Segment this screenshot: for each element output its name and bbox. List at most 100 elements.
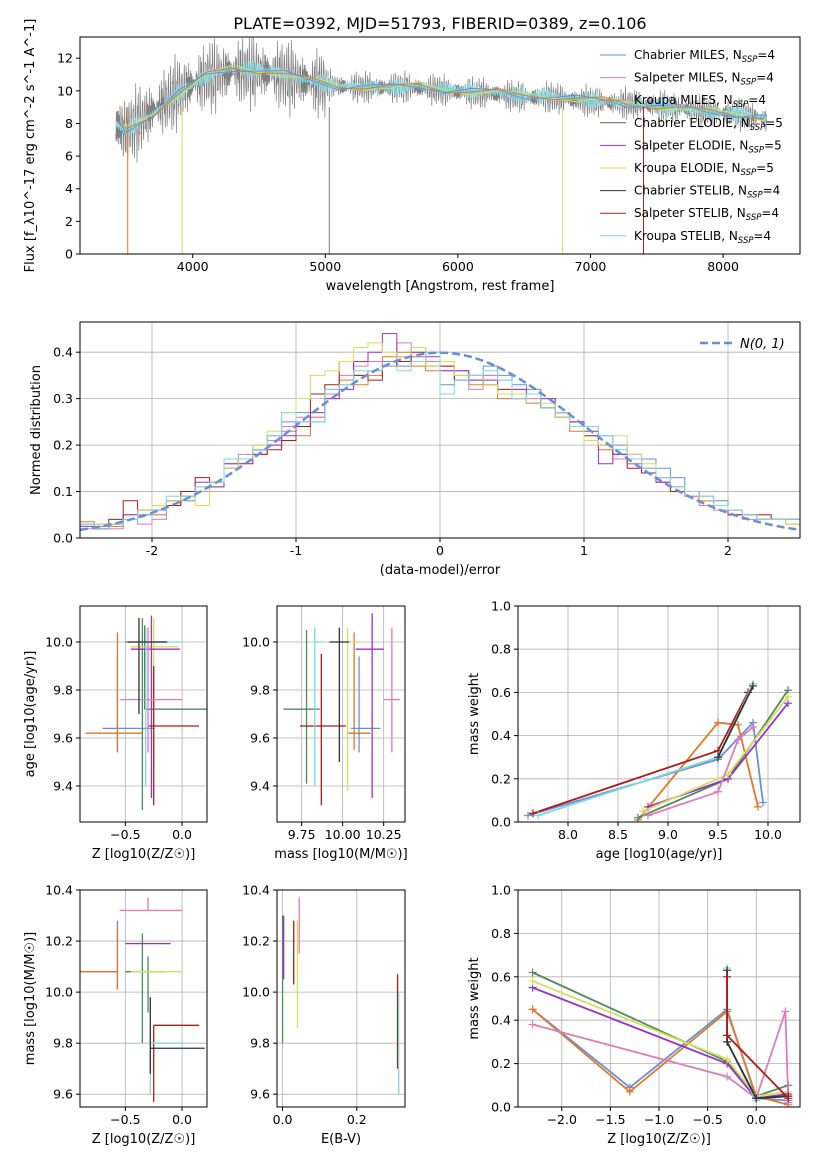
x-axis-label: E(B-V) [321, 1132, 361, 1147]
axes-frame [79, 889, 208, 1108]
point-marker [714, 718, 722, 727]
x-tick-label: −0.5 [110, 827, 140, 842]
point-marker [749, 722, 757, 731]
x-tick-label: 9.5 [708, 827, 728, 842]
panel-residuals: -2 -1 0 1 2 0.0 0.1 0.2 0.3 0.4 (data-model)/error… [29, 321, 801, 578]
axes-frame [276, 605, 406, 823]
point-marker [723, 1055, 732, 1064]
x-axis-label: mass [log10(M/M☉)] [274, 847, 407, 862]
x-tick-label: 7000 [575, 259, 607, 274]
x-tick-label: 10.25 [366, 827, 402, 842]
x-tick-label: -2 [146, 543, 158, 558]
histogram-step [80, 351, 800, 530]
y-tick-label: 9.4 [53, 779, 73, 794]
gaussian-curve [80, 351, 800, 532]
weight-line [647, 726, 754, 817]
weight-line [717, 685, 754, 758]
weight-line [532, 986, 789, 1100]
point-marker [723, 1072, 732, 1081]
y-tick-label: 8 [65, 116, 73, 131]
legend-label: Kroupa MILES, NSSP=4 [634, 93, 766, 110]
weight-line [642, 696, 789, 813]
y-tick-label: 4 [65, 181, 73, 196]
point-marker [734, 720, 742, 729]
point-marker [723, 1031, 732, 1040]
legend-label: Salpeter STELIB, NSSP=4 [634, 206, 779, 223]
y-tick-label: 0.2 [53, 438, 73, 453]
legend-label: Kroupa ELODIE, NSSP=5 [634, 161, 774, 178]
x-tick-label: 2 [724, 543, 732, 558]
y-tick-label: 10.4 [45, 883, 73, 898]
x-tick-label: 8000 [707, 259, 739, 274]
plot-area [528, 964, 793, 1107]
y-tick-label: 10.2 [242, 934, 270, 949]
panel-spectrum: 4000 5000 6000 7000 8000 0 2 4 6 8 10 12 wavelength … [23, 19, 801, 294]
panel-mass_EBV: 0.0 0.2 9.6 9.8 10.0 10.2 10.4 E(B-V) [242, 883, 406, 1147]
y-tick-label: 0.6 [491, 685, 511, 700]
spectrum-line [115, 37, 768, 163]
plot-area [115, 37, 768, 254]
x-tick-label: −0.5 [110, 1112, 140, 1127]
y-tick-label: 0.4 [491, 728, 511, 743]
x-tick-label: 8.0 [558, 827, 578, 842]
y-axis-label: Normed distribution [29, 365, 44, 495]
x-tick-label: 10.0 [754, 827, 782, 842]
axes-frame [517, 605, 801, 823]
x-tick-label: −2.0 [547, 1112, 577, 1127]
y-tick-label: 0.3 [53, 391, 73, 406]
y-tick-label: 0.0 [53, 531, 73, 546]
y-tick-label: 9.8 [53, 683, 73, 698]
x-tick-label: 1 [580, 543, 588, 558]
plot-area [85, 615, 207, 810]
point-marker [529, 809, 537, 818]
point-marker [784, 1094, 793, 1103]
panel-age_Z: −0.5 0.0 9.4 9.6 9.8 10.0 Z [log10(Z/Z☉)] age [… [23, 605, 208, 862]
figure-title: PLATE=0392, MJD=51793, FIBERID=0389, z=0… [233, 14, 646, 33]
weight-line [637, 721, 759, 821]
y-tick-label: 0.4 [53, 345, 73, 360]
legend-label: Kroupa STELIB, NSSP=4 [634, 229, 771, 246]
model-line [115, 70, 767, 133]
legend-label: Chabrier MILES, NSSP=4 [634, 48, 775, 65]
point-marker [754, 802, 762, 811]
y-tick-label: 0.8 [491, 642, 511, 657]
x-tick-label: 8.5 [608, 827, 628, 842]
point-marker [759, 798, 767, 807]
y-tick-label: 10.0 [242, 635, 270, 650]
point-marker [749, 681, 757, 690]
y-tick-label: 0.8 [491, 926, 511, 941]
y-tick-label: 0.0 [491, 815, 511, 830]
x-tick-label: −1.5 [595, 1112, 625, 1127]
weight-line [637, 689, 789, 819]
legend-label: Chabrier STELIB, NSSP=4 [634, 184, 780, 201]
x-tick-label: 5000 [309, 259, 341, 274]
y-tick-label: 10.0 [45, 985, 73, 1000]
axes-frame [79, 605, 208, 823]
y-tick-label: 6 [65, 149, 73, 164]
legend-label: Chabrier ELODIE, NSSP=5 [634, 116, 783, 133]
x-tick-label: 9.0 [658, 827, 678, 842]
panel-weight_Z: −2.0 −1.5 −1.0 −0.5 0.0 0.0 0.2 0.4 0.6 0.8 1.0 Z [… [467, 883, 801, 1147]
plot-area [524, 679, 792, 822]
point-marker [524, 811, 532, 820]
point-marker [644, 811, 652, 820]
point-marker [528, 977, 537, 986]
point-marker [723, 972, 732, 981]
x-tick-label: 0 [436, 543, 444, 558]
panel-weight_age: 8.0 8.5 9.0 9.5 10.0 0.0 0.2 0.4 0.6 0.8 1.0 age [l… [467, 599, 801, 862]
plot-area [80, 897, 205, 1102]
point-marker [752, 1094, 761, 1103]
x-tick-label: 0.0 [746, 1112, 766, 1127]
x-axis-label: age [log10(age/yr)] [596, 847, 723, 862]
y-axis-label: Flux [f_λ10^-17 erg cm^-2 s^-1 A^-1] [23, 19, 38, 273]
point-marker [784, 692, 792, 701]
y-tick-label: 0.6 [491, 969, 511, 984]
x-tick-label: 0.2 [347, 1112, 367, 1127]
y-tick-label: 0.2 [491, 1056, 511, 1071]
point-marker [714, 787, 722, 796]
y-tick-label: 9.6 [53, 731, 73, 746]
y-tick-label: 9.6 [250, 1087, 270, 1102]
x-tick-label: 0.0 [273, 1112, 293, 1127]
